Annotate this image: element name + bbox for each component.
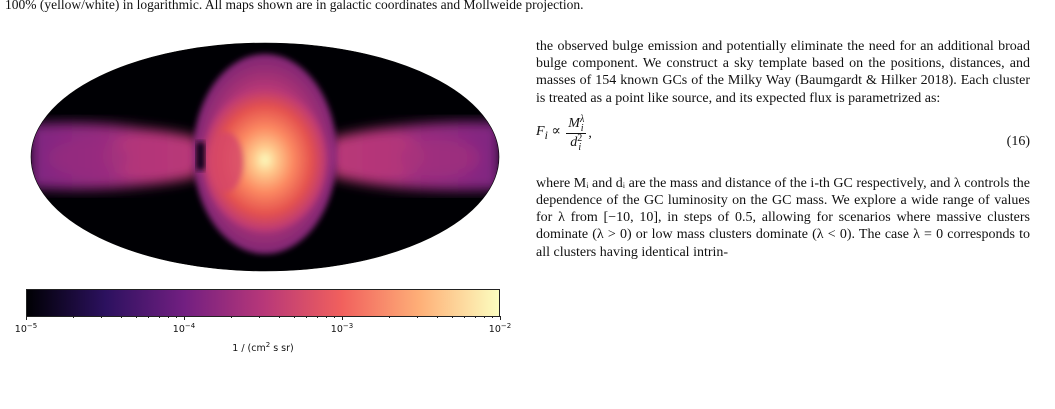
colorbar-minor-tick [168,316,170,318]
colorbar-tick-label: 10−2 [488,322,512,336]
colorbar-label-tail: s sr) [270,343,294,355]
colorbar-minor-tick [231,316,233,318]
colorbar-tick-label: 10−5 [14,322,38,336]
colorbar-label: 1 / (cm2 s sr) [232,341,294,354]
colorbar-minor-tick [436,316,438,318]
colorbar-minor-tick [464,316,466,318]
eq-num-sub: i [580,122,584,134]
colorbar-major-tick [183,316,185,320]
eq-num-sup: λ [579,113,585,125]
colorbar-minor-tick [120,316,122,318]
colorbar-major-tick [25,316,27,320]
mollweide-sky-map [30,42,500,272]
colorbar-minor-tick [258,316,260,318]
colorbar-ticks: 10−5 10−4 10−3 10−2 [0,316,520,356]
colorbar-minor-tick [475,316,477,318]
colorbar-minor-tick [451,316,453,318]
sky-map-svg [30,42,500,272]
colorbar-minor-tick [100,316,102,318]
colorbar-major-tick [499,316,501,320]
colorbar-minor-tick [73,316,75,318]
eq-proportional: ∝ [547,123,565,139]
figure-caption-tail: 100% (yellow/white) in logarithmic. All … [5,0,584,12]
colorbar-minor-tick [484,316,486,318]
colorbar-minor-tick [492,316,494,318]
colorbar-minor-tick [135,316,137,318]
eq-lhs-sub: i [544,128,548,142]
colorbar-label-text: 1 / (cm [232,343,266,355]
equation-number: (16) [1006,133,1030,149]
colorbar-minor-tick [334,316,336,318]
colorbar-minor-tick [416,316,418,318]
eq-num-base: M [568,116,580,132]
text-column: the observed bulge emission and potentia… [536,38,1030,261]
eq-den-sub: i [578,142,582,154]
colorbar-minor-tick [176,316,178,318]
colorbar-minor-tick [326,316,328,318]
paragraph-1: the observed bulge emission and potentia… [536,39,1030,106]
colorbar-minor-tick [389,316,391,318]
colorbar-label-exp: 2 [265,341,271,349]
colorbar-minor-tick [306,316,308,318]
eq-comma: , [588,125,592,141]
colorbar-tick-label: 10−4 [172,322,196,336]
colorbar [26,289,500,317]
colorbar-major-tick [341,316,343,320]
colorbar-minor-tick [148,316,150,318]
paragraph-2: where Mᵢ and dᵢ are the mass and distanc… [536,175,1030,260]
colorbar-minor-tick [159,316,161,318]
eq-den-sup: 2 [577,133,583,145]
colorbar-minor-tick [293,316,295,318]
colorbar-minor-tick [317,316,319,318]
colorbar-minor-tick [278,316,280,318]
eq-lhs: F [536,123,545,139]
eq-den-base: d [570,135,578,151]
colorbar-tick-label: 10−3 [330,322,354,336]
